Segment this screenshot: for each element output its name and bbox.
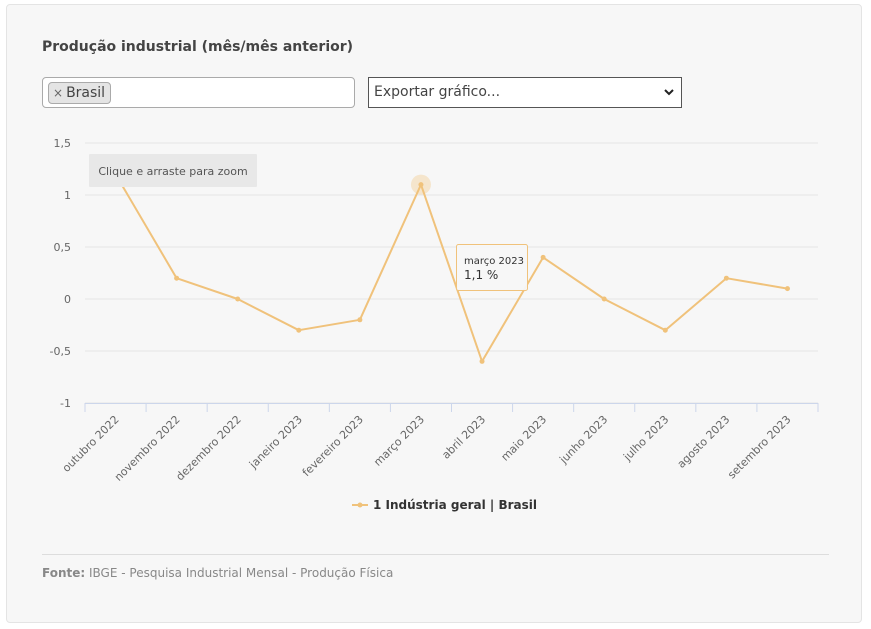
export-chart-select[interactable]: Exportar gráfico...: [368, 77, 682, 108]
x-tick-label: novembro 2022: [112, 413, 183, 484]
data-point[interactable]: [662, 327, 668, 333]
series-line[interactable]: [114, 173, 788, 363]
y-tick-label: 0,5: [54, 241, 72, 254]
y-tick-label: 0: [64, 293, 71, 306]
x-tick-label: junho 2023: [556, 413, 610, 467]
x-tick-label: fevereiro 2023: [300, 413, 366, 479]
region-chip-label: Brasil: [66, 85, 106, 101]
region-selector[interactable]: × Brasil: [42, 77, 355, 108]
data-point[interactable]: [723, 275, 729, 281]
x-tick-label: janeiro 2023: [246, 413, 305, 472]
x-tick-label: julho 2023: [620, 413, 671, 464]
x-tick-label: outubro 2022: [60, 413, 122, 475]
remove-chip-icon[interactable]: ×: [53, 86, 64, 100]
chart-title: Produção industrial (mês/mês anterior): [42, 39, 354, 55]
tooltip-box: [456, 244, 528, 291]
export-chart-label: Exportar gráfico...: [374, 84, 501, 100]
y-tick-label: 1,5: [54, 137, 72, 150]
tooltip-value: 1,1 %: [464, 268, 498, 282]
source-note: Fonte: IBGE - Pesquisa Industrial Mensal…: [42, 566, 393, 580]
x-tick-label: setembro 2023: [725, 413, 793, 481]
legend-label[interactable]: 1 Indústria geral | Brasil: [373, 498, 537, 512]
tooltip-category: março 2023: [464, 256, 524, 267]
x-tick-label: abril 2023: [439, 413, 488, 462]
chevron-down-icon: [664, 89, 674, 96]
footer-divider: [42, 554, 829, 555]
x-tick-label: maio 2023: [499, 413, 550, 464]
data-point[interactable]: [296, 327, 302, 333]
source-label: Fonte:: [42, 566, 86, 580]
y-tick-label: -0,5: [50, 345, 71, 358]
data-point[interactable]: [479, 358, 485, 364]
x-tick-label: agosto 2023: [675, 413, 733, 471]
legend-marker-symbol[interactable]: [357, 502, 363, 508]
x-tick-label: março 2023: [371, 413, 427, 469]
x-tick-label: dezembro 2022: [173, 413, 243, 483]
y-tick-label: 1: [64, 189, 71, 202]
data-point[interactable]: [418, 182, 424, 188]
data-point[interactable]: [540, 254, 546, 260]
data-point[interactable]: [784, 286, 790, 292]
data-point[interactable]: [357, 317, 363, 323]
source-text: IBGE - Pesquisa Industrial Mensal - Prod…: [89, 566, 394, 580]
y-tick-label: -1: [60, 397, 71, 410]
zoom-hint-text: Clique e arraste para zoom: [98, 165, 247, 178]
data-point[interactable]: [174, 275, 180, 281]
data-point[interactable]: [235, 296, 241, 302]
data-point[interactable]: [601, 296, 607, 302]
region-chip[interactable]: × Brasil: [48, 82, 112, 104]
zoom-hint-box: [89, 154, 257, 187]
